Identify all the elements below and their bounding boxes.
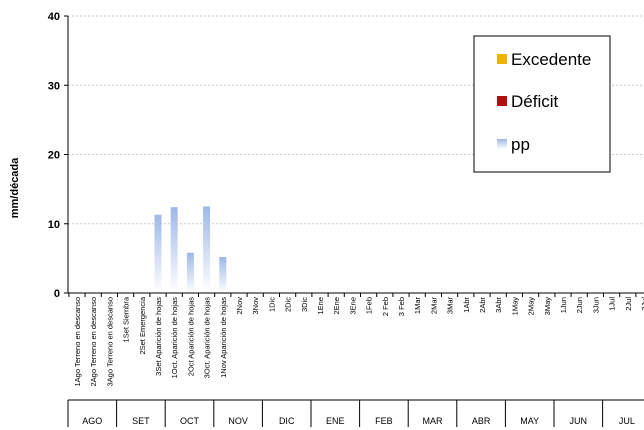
legend-swatch-excedente bbox=[497, 54, 507, 64]
month-label: ABR bbox=[472, 416, 491, 426]
x-category-label: 3Set Aparición de hojas bbox=[154, 297, 163, 376]
y-tick-label: 30 bbox=[48, 80, 60, 92]
month-label: ENE bbox=[326, 416, 345, 426]
x-category-label: 2Ago Terreno en descanso bbox=[89, 297, 98, 387]
month-label: NOV bbox=[228, 416, 248, 426]
month-label: JUL bbox=[619, 416, 635, 426]
month-label: FEB bbox=[375, 416, 393, 426]
x-category-label: 1Jun bbox=[559, 297, 568, 313]
x-category-label: 3Mar bbox=[446, 297, 455, 315]
month-label: MAR bbox=[423, 416, 444, 426]
x-category-label: 2Abr bbox=[478, 296, 487, 312]
x-category-label: 1Ene bbox=[316, 297, 325, 315]
x-category-label: 2Jul bbox=[624, 297, 633, 311]
x-category-label: 3May bbox=[543, 297, 552, 316]
x-category-label: 2Dic bbox=[284, 297, 293, 312]
month-label: MAY bbox=[520, 416, 539, 426]
x-category-label: 1Nov Aparición de hojas bbox=[219, 297, 228, 378]
x-category-label: 1Mar bbox=[413, 297, 422, 315]
x-category-label: 3Nov bbox=[251, 297, 260, 315]
y-tick-label: 10 bbox=[48, 219, 60, 231]
legend-swatch-deficit bbox=[497, 96, 507, 106]
month-label: AGO bbox=[82, 416, 102, 426]
y-tick-label: 40 bbox=[48, 11, 60, 23]
x-category-label: 1Oct. Aparición de hojas bbox=[170, 297, 179, 379]
x-category-label: 2 Feb bbox=[381, 297, 390, 316]
month-label: JUN bbox=[570, 416, 588, 426]
x-category-label: 1Ago Terreno en descanso bbox=[73, 297, 82, 387]
x-category-label: 1Feb bbox=[365, 297, 374, 314]
x-category-label: 3 Feb bbox=[397, 297, 406, 316]
x-category-label: 3Jun bbox=[591, 297, 600, 313]
x-category-label: 3Oct. Aparición de hojas bbox=[203, 297, 212, 379]
legend-label-excedente: Excedente bbox=[511, 50, 591, 69]
x-category-label: 3Jul bbox=[640, 297, 644, 311]
bar-pp bbox=[187, 253, 194, 293]
legend: Excedente Déficit pp bbox=[474, 36, 610, 172]
x-category-label: 1Dic bbox=[267, 297, 276, 312]
x-category-label: 2Ene bbox=[332, 297, 341, 315]
x-category-label: 2Set Emergencia bbox=[138, 296, 147, 354]
x-month-labels: AGO SET OCT NOV DIC ENE FEB MAR ABR MAY JUN JUL bbox=[68, 400, 644, 427]
x-category-label: 3Dic bbox=[300, 297, 309, 312]
x-category-label: 3Ene bbox=[348, 297, 357, 315]
y-ticks: 0 10 20 30 40 bbox=[48, 11, 68, 300]
x-category-labels: 1Ago Terreno en descanso 2Ago Terreno en … bbox=[69, 293, 644, 387]
x-category-label: 2Mar bbox=[429, 297, 438, 315]
legend-swatch-pp bbox=[497, 139, 507, 149]
y-axis-label: mm/década bbox=[9, 157, 21, 218]
bar-pp bbox=[155, 215, 162, 293]
month-label: DIC bbox=[279, 416, 295, 426]
bar-pp bbox=[171, 207, 178, 293]
y-tick-label: 0 bbox=[54, 288, 60, 300]
month-label: OCT bbox=[180, 416, 200, 426]
legend-label-pp: pp bbox=[511, 135, 530, 154]
x-category-label: 1May bbox=[510, 297, 519, 316]
bars bbox=[155, 206, 227, 293]
x-category-label: 2Nov bbox=[235, 297, 244, 315]
bar-pp bbox=[203, 206, 210, 293]
x-category-label: 3Ago Terreno en descanso bbox=[105, 297, 114, 387]
x-category-label: 2May bbox=[527, 297, 536, 316]
bar-pp bbox=[219, 257, 226, 293]
x-category-label: 1Jul bbox=[608, 297, 617, 311]
x-category-label: 2Jun bbox=[575, 297, 584, 313]
x-category-label: 1Abr bbox=[462, 296, 471, 312]
legend-label-deficit: Déficit bbox=[511, 92, 559, 111]
x-category-label: 3Abr bbox=[494, 296, 503, 312]
y-tick-label: 20 bbox=[48, 150, 60, 162]
x-category-label: 1Set Siembra bbox=[122, 296, 131, 342]
month-label: SET bbox=[132, 416, 150, 426]
x-category-label: 2Oct Aparición de hojas bbox=[186, 297, 195, 376]
